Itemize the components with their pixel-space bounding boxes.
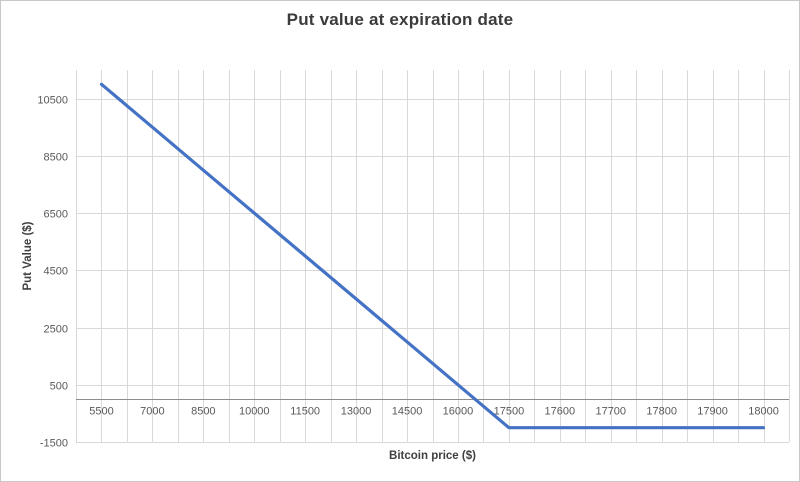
x-tick-label: 13000 — [341, 406, 372, 418]
y-tick-label: 8500 — [44, 152, 68, 164]
chart-title: Put value at expiration date — [286, 10, 514, 29]
x-tick-label: 17700 — [595, 406, 626, 418]
data-series-line — [99, 82, 766, 430]
x-tick-label: 7000 — [140, 406, 164, 418]
x-tick-label: 11500 — [290, 406, 320, 418]
x-tick-label: 17800 — [646, 406, 677, 418]
y-axis-title: Put Value ($) — [22, 221, 34, 291]
x-tick-label: 18000 — [748, 406, 779, 418]
y-tick-label: -1500 — [40, 438, 68, 450]
x-tick-label: 17500 — [494, 406, 525, 418]
x-tick-label: 8500 — [191, 406, 215, 418]
x-tick-label: 10000 — [239, 406, 270, 418]
x-tick-label: 5500 — [89, 406, 113, 418]
y-tick-label: 4500 — [44, 266, 68, 278]
y-tick-label: 10500 — [37, 95, 68, 107]
x-tick-label: 17600 — [545, 406, 576, 418]
x-tick-label: 16000 — [443, 406, 474, 418]
x-axis-title: Bitcoin price ($) — [389, 450, 476, 462]
x-tick-label: 17900 — [697, 406, 728, 418]
x-tick-label: 14500 — [392, 406, 423, 418]
y-tick-label: 2500 — [44, 324, 68, 336]
y-tick-label: 6500 — [44, 209, 68, 221]
y-tick-label: 500 — [50, 381, 68, 393]
